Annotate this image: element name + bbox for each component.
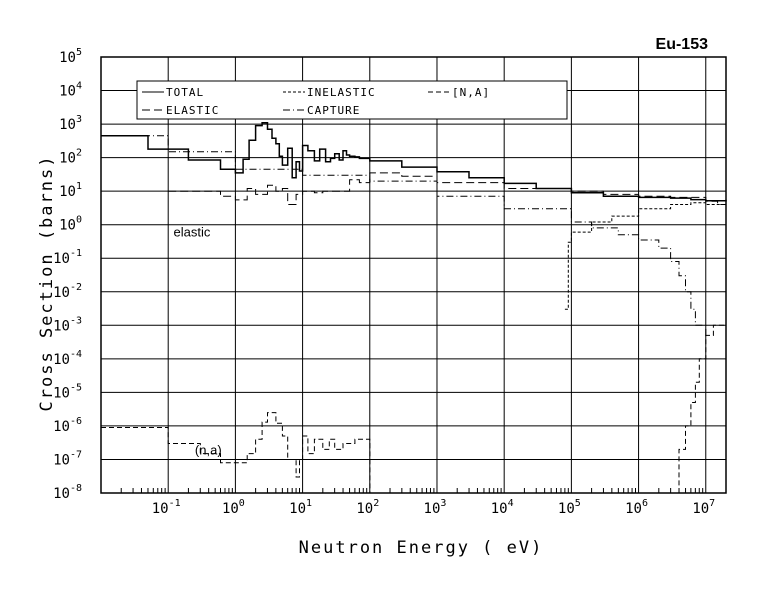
- series-line-n-a: [101, 412, 371, 493]
- legend-label: [N,A]: [452, 86, 490, 99]
- legend-label: INELASTIC: [307, 86, 376, 99]
- plot-frame: [100, 56, 727, 494]
- series-line-capture: [101, 135, 707, 339]
- annotation-label: (n,a): [195, 443, 222, 458]
- x-tick-label: 107: [692, 498, 715, 517]
- series-line-unlabeled-5: [670, 315, 727, 494]
- y-tick-labels: 105 104 103 102 101 100 10-1 10-2 10-3 10-4 10-5 10…: [53, 47, 82, 502]
- y-tick-label: 103: [59, 114, 82, 133]
- y-tick-label: 102: [59, 148, 82, 167]
- x-tick-label: 103: [424, 498, 447, 517]
- y-tick-label: 10-4: [53, 349, 82, 368]
- y-tick-label: 10-2: [53, 282, 82, 301]
- x-tick-label: 100: [222, 498, 245, 517]
- series-line-inelastic: [564, 202, 727, 310]
- chart-title: Eu-153: [656, 36, 709, 53]
- x-tick-label: 106: [625, 498, 648, 517]
- y-tick-label: 10-1: [53, 248, 82, 267]
- series-line-total: [101, 121, 727, 202]
- y-tick-label: 10-8: [53, 483, 82, 502]
- y-tick-label: 100: [59, 215, 82, 234]
- legend-label: ELASTIC: [166, 104, 219, 117]
- x-tick-label: 102: [356, 498, 379, 517]
- y-axis-label: Cross Section (barns): [37, 155, 57, 412]
- y-tick-label: 104: [59, 81, 82, 100]
- x-tick-label: 10-1: [152, 498, 181, 517]
- x-tick-labels: 10-1 100 101 102 103 104 105 106 107: [152, 498, 715, 517]
- legend: TOTAL ELASTIC INELASTIC CAPTURE [N,A]: [136, 80, 568, 120]
- x-tick-label: 101: [289, 498, 312, 517]
- annotations: elastic (n,a): [174, 224, 222, 457]
- annotation-label: elastic: [174, 224, 211, 239]
- y-tick-label: 101: [59, 181, 82, 200]
- y-tick-label: 10-3: [53, 315, 82, 334]
- y-tick-label: 10-5: [53, 382, 82, 401]
- x-tick-label: 104: [491, 498, 514, 517]
- y-tick-label: 105: [59, 47, 82, 66]
- x-tick-label: 105: [558, 498, 581, 517]
- y-tick-label: 10-7: [53, 449, 82, 468]
- series-line-elastic: [168, 172, 727, 235]
- legend-label: CAPTURE: [307, 104, 360, 117]
- x-axis-label: Neutron Energy ( eV): [299, 538, 544, 558]
- grid: [101, 56, 726, 494]
- legend-label: TOTAL: [166, 86, 204, 99]
- legend-box: [136, 80, 568, 120]
- y-tick-label: 10-6: [53, 416, 82, 435]
- series-lines: [101, 121, 727, 494]
